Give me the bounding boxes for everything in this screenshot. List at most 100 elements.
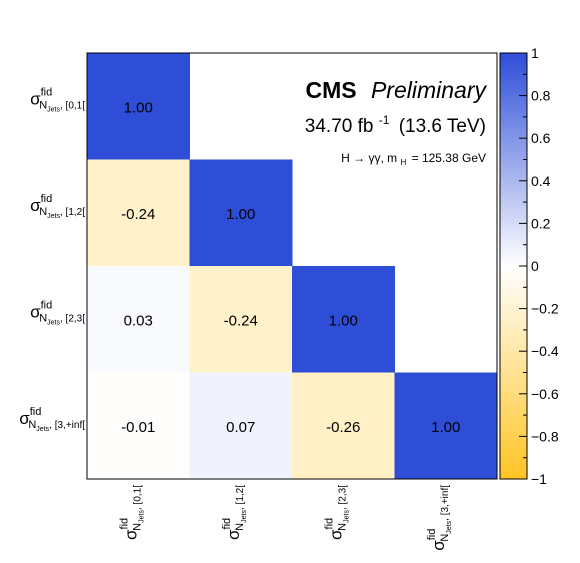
sigma-symbol: σ [30,302,41,321]
sigma-subsubscript: Jets [138,510,145,523]
sigma-label-text: σfidNJets, [0,1[ [118,485,145,540]
sigma-symbol: σ [30,196,41,215]
cell-value-label: -0.24 [121,206,155,223]
sigma-subsubscript: Jets [47,319,60,326]
sigma-superscript: fid [30,406,42,418]
plot-frame [86,52,498,480]
sigma-subscript: N [28,419,36,431]
sigma-bin-label: , [1,2[ [60,207,85,218]
luminosity-exponent: -1 [379,113,390,127]
sigma-symbol: σ [121,529,140,540]
y-axis-labels: σfid NJets, [0,1[σfid NJets, [1,2[σfid NJet… [19,86,85,433]
sigma-superscript: fid [118,518,130,530]
sigma-subscript: N [234,523,246,531]
sigma-symbol: σ [326,529,345,540]
sigma-symbol: σ [429,540,448,551]
sigma-symbol: σ [30,89,41,108]
heatmap-cell [189,266,293,373]
sigma-superscript: fid [426,529,438,541]
luminosity-label: 34.70 fb -1 (13.6 TeV) [305,108,486,137]
heatmap-cell [87,53,190,160]
heatmap-cell [292,266,395,373]
sigma-superscript: fid [323,518,335,530]
sigma-label-text: σfidNJets, [1,2[ [221,485,248,540]
cell-value-label: 1.00 [431,419,460,436]
sigma-symbol: σ [19,409,30,428]
heatmap-cell [292,372,395,480]
heatmap-cell [87,372,190,480]
sigma-axis-label: σfidNJets, [3,+inf[ [426,485,453,551]
process-text: H → γγ, m [341,151,397,165]
cms-bold: CMS [305,77,356,103]
sigma-bin-label: , [2,3[ [337,485,348,510]
sigma-superscript: fid [41,193,53,205]
heatmap-cell [87,266,190,373]
heatmap-cell [189,372,293,480]
sigma-bin-label: , [2,3[ [60,313,85,324]
sigma-axis-label: σfidNJets, [1,2[ [221,485,248,540]
colorbar-tick-label: 0.8 [531,88,551,104]
sigma-subsubscript: Jets [36,426,49,433]
colorbar-tick-label: 0 [531,258,539,274]
cell-value-label: -0.24 [224,312,258,329]
colorbar-tick-label: 0.2 [531,215,551,231]
cms-label: CMS Preliminary [305,77,487,103]
sigma-subscript: N [336,523,348,531]
sigma-bin-label: , [3,+inf[ [440,485,451,521]
sigma-label-text: σfidNJets, [3,+inf[ [426,485,453,551]
x-axis-labels: σfidNJets, [0,1[σfidNJets, [1,2[σfidNJet… [118,485,453,551]
cell-value-label: 0.03 [124,312,153,329]
sigma-label-text: σfidNJets, [2,3[ [323,485,350,540]
cms-preliminary: Preliminary [371,77,488,103]
sigma-bin-label: , [0,1[ [132,485,143,510]
cell-value-label: 1.00 [226,206,255,223]
heatmap-cell [394,372,498,480]
cell-value-label: -0.26 [326,419,360,436]
colorbar-tick-label: −0.8 [531,428,559,444]
energy-value: (13.6 TeV) [399,116,486,137]
colorbar-tick-label: −0.2 [531,301,559,317]
colorbar-tick-label: 0.4 [531,173,551,189]
sigma-subsubscript: Jets [241,510,248,523]
heatmap-cell [189,159,293,267]
sigma-superscript: fid [41,299,53,311]
sigma-subsubscript: Jets [343,510,350,523]
sigma-bin-label: , [3,+inf[ [49,420,85,431]
sigma-subscript: N [39,312,47,324]
sigma-subscript: N [39,206,47,218]
sigma-axis-label: σfidNJets, [2,3[ [323,485,350,540]
cell-value-label: 0.07 [226,419,255,436]
sigma-axis-label: σfidNJets, [0,1[ [118,485,145,540]
sigma-symbol: σ [224,529,243,540]
heatmap-cell [87,159,190,267]
sigma-bin-label: , [0,1[ [60,100,85,111]
sigma-subscript: N [131,523,143,531]
process-mass: = 125.38 GeV [412,151,486,165]
colorbar-tick-label: 1 [531,45,539,61]
sigma-subsubscript: Jets [47,106,60,113]
sigma-subscript: N [439,534,451,542]
sigma-subscript: N [39,99,47,111]
colorbar-tick-label: 0.6 [531,130,551,146]
process-subscript: H [400,158,406,167]
luminosity-value: 34.70 fb [305,116,374,137]
sigma-superscript: fid [221,518,233,530]
sigma-subsubscript: Jets [47,213,60,220]
heatmap-cells: 1.00 -0.24 1.00 0.03 -0.24 1.00 -0.01 0.07 -0.26… [87,53,498,480]
cell-value-label: -0.01 [121,419,155,436]
process-label: H → γγ, m H = 125.38 GeV [341,151,486,168]
colorbar-tick-label: −0.6 [531,386,559,402]
sigma-superscript: fid [41,86,53,98]
colorbar-tick-label: −1 [531,471,547,487]
colorbar-tick-label: −0.4 [531,343,559,359]
cell-value-label: 1.00 [329,312,358,329]
